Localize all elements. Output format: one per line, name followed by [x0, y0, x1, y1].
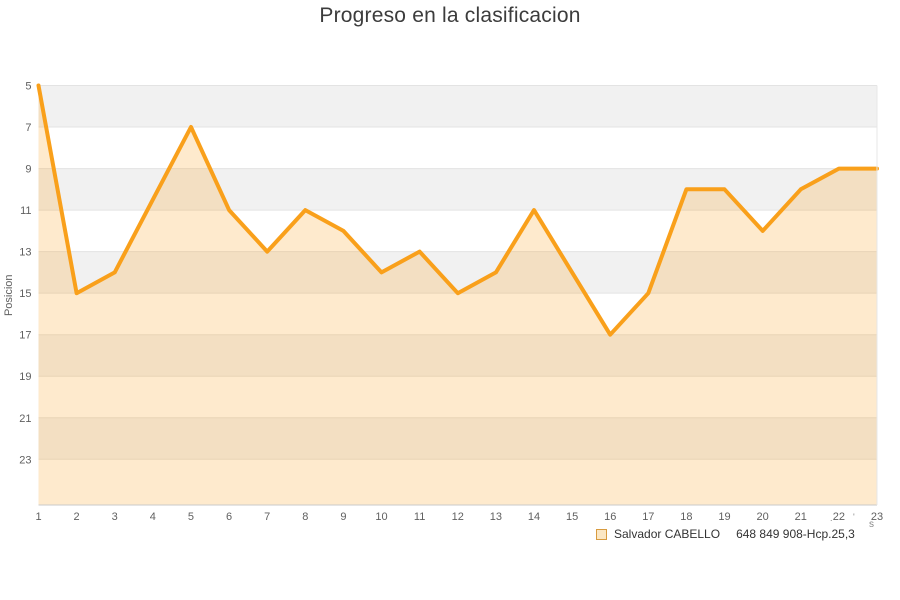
x-tick-label: 20: [757, 511, 769, 523]
x-tick-label: 15: [566, 511, 578, 523]
y-tick-label: 5: [25, 81, 31, 93]
legend-series-name: Salvador CABELLO: [614, 527, 721, 541]
y-tick-label: 17: [19, 330, 31, 342]
x-tick-label: 22: [833, 511, 845, 523]
x-tick-label: 11: [414, 511, 425, 523]
y-axis-title: Posicion: [3, 274, 15, 316]
legend-series-detail: 648 849 908-Hcp.25,3: [736, 527, 855, 541]
x-tick-label: 18: [680, 511, 692, 523]
x-tick-label: 16: [604, 511, 616, 523]
y-tick-label: 13: [19, 247, 31, 259]
x-tick-label: 4: [150, 511, 156, 523]
footnote-fragment: s: [869, 519, 874, 530]
x-tick-label: 10: [375, 511, 387, 523]
legend-item[interactable]: Salvador CABELLO 648 849 908-Hcp.25,3: [596, 527, 855, 541]
x-tick-label: 5: [188, 511, 194, 523]
footnote-fragment: ': [853, 512, 855, 522]
y-tick-label: 19: [19, 371, 31, 383]
y-tick-label: 21: [19, 413, 31, 425]
chart-title: Progreso en la clasificacion: [319, 4, 581, 27]
x-tick-label: 3: [112, 511, 118, 523]
legend-marker-icon: [596, 528, 607, 540]
x-tick-label: 21: [795, 511, 807, 523]
x-tick-label: 7: [264, 511, 270, 523]
y-tick-label: 9: [25, 164, 31, 176]
x-tick-label: 2: [74, 511, 80, 523]
x-tick-label: 1: [35, 511, 41, 523]
series-area-fill: [38, 85, 877, 505]
x-tick-label: 9: [340, 511, 346, 523]
x-tick-label: 17: [642, 511, 654, 523]
y-tick-label: 23: [19, 454, 31, 466]
x-tick-label: 13: [490, 511, 502, 523]
x-tick-label: 23: [871, 511, 883, 523]
x-tick-label: 6: [226, 511, 232, 523]
y-tick-label: 15: [19, 288, 31, 300]
series-line[interactable]: [36, 83, 879, 337]
x-tick-label: 19: [718, 511, 730, 523]
y-tick-label: 7: [25, 122, 31, 134]
y-tick-label: 11: [20, 205, 31, 217]
footnote-fragment: .: [830, 513, 833, 523]
x-tick-label: 12: [452, 511, 464, 523]
plot-band: [38, 85, 877, 128]
x-tick-label: 8: [302, 511, 308, 523]
x-tick-label: 14: [528, 511, 540, 523]
plot-band: [38, 334, 877, 377]
plot-band: [38, 417, 877, 460]
plot-band: [38, 251, 877, 294]
